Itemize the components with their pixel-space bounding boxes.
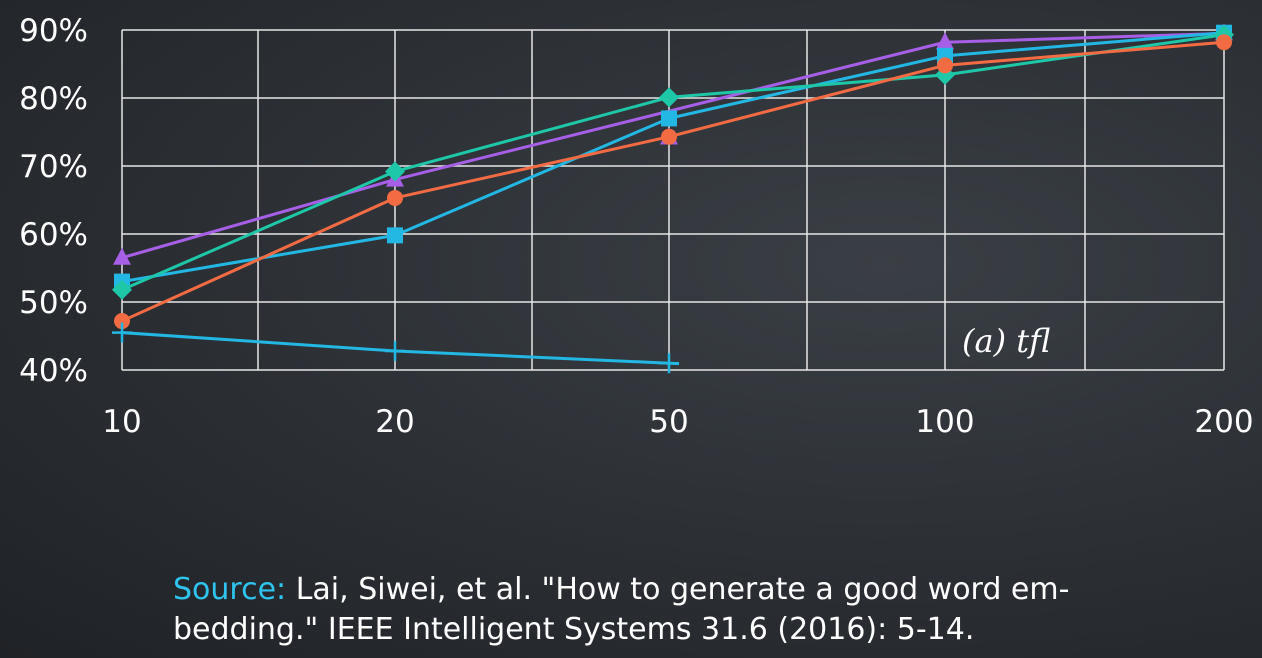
series-marker [385, 161, 405, 182]
series-plus [112, 322, 680, 374]
series-marker [661, 110, 677, 127]
series-marker [112, 279, 132, 300]
y-tick-label: 60% [19, 217, 88, 253]
series-circle [114, 34, 1232, 330]
series-line [121, 40, 1225, 323]
chart-grid [121, 29, 1225, 371]
series-triangle [113, 23, 1233, 265]
line-chart: 40% 50% 60% 70% 80% 90% 10 20 50 100 200 (a) tfl [19, 13, 1253, 440]
x-tick-label: 50 [649, 404, 688, 440]
y-tick-label: 50% [19, 285, 88, 321]
series-marker [936, 32, 954, 50]
series-marker [114, 313, 130, 330]
source-label: Source: [173, 572, 287, 607]
series-marker [1216, 34, 1232, 51]
y-tick-label: 40% [19, 353, 88, 389]
x-tick-label: 10 [102, 404, 141, 440]
series-marker [113, 247, 131, 265]
x-tick-label: 20 [375, 404, 414, 440]
chart-ticks: 40% 50% 60% 70% 80% 90% 10 20 50 100 200 [19, 13, 1253, 440]
series-marker [661, 128, 677, 145]
y-tick-label: 80% [19, 81, 88, 117]
source-text: Lai, Siwei, et al. "How to generate a go… [173, 572, 1070, 647]
series-line [121, 331, 680, 366]
series-line [121, 31, 1225, 284]
chart-series [112, 23, 1234, 374]
series-marker [387, 189, 403, 206]
series-line [121, 31, 1225, 260]
series-marker [387, 227, 403, 244]
series-marker [937, 57, 953, 74]
x-tick-label: 200 [1194, 404, 1253, 440]
source-citation: Source: Lai, Siwei, et al. "How to gener… [173, 570, 1153, 650]
y-tick-label: 90% [19, 13, 88, 49]
x-tick-label: 100 [915, 404, 974, 440]
series-diamond [112, 24, 1234, 300]
series-line [121, 33, 1225, 292]
y-tick-label: 70% [19, 149, 88, 185]
series-marker [659, 87, 679, 108]
panel-label: (a) tfl [962, 322, 1050, 360]
